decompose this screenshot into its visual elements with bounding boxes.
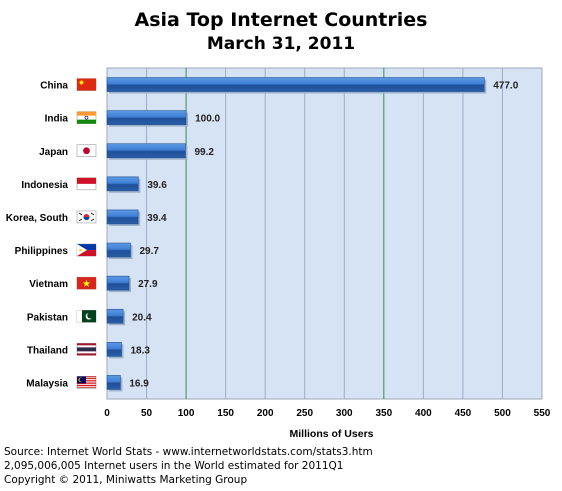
bar-value-label: 477.0 <box>493 81 518 92</box>
x-tick-label: 450 <box>455 408 472 419</box>
country-flag-icon <box>76 210 97 224</box>
bar-value-label: 39.6 <box>147 180 167 191</box>
bar-value-label: 100.0 <box>195 114 220 125</box>
category-label: India <box>45 114 69 125</box>
x-tick-label: 0 <box>104 408 110 419</box>
bar-china <box>106 77 485 92</box>
category-label: Korea, South <box>6 213 68 224</box>
category-label: Pakistan <box>27 312 68 323</box>
copyright-note: Copyright © 2011, Miniwatts Marketing Gr… <box>4 474 248 486</box>
x-tick-label: 300 <box>336 408 353 419</box>
bar-philippines <box>106 242 131 258</box>
bar-value-label: 39.4 <box>147 213 167 224</box>
bar-vietnam <box>106 275 130 291</box>
chart-subtitle: March 31, 2011 <box>206 34 356 54</box>
category-label: Malaysia <box>26 378 68 389</box>
bar-pakistan <box>106 308 124 324</box>
x-tick-label: 200 <box>257 408 274 419</box>
users-note: 2,095,006,005 Internet users in the Worl… <box>4 460 344 472</box>
category-label: Thailand <box>27 345 68 356</box>
bar-value-label: 18.3 <box>130 345 150 356</box>
x-tick-label: 100 <box>178 408 195 419</box>
chart-title: Asia Top Internet Countries <box>134 9 428 31</box>
country-flag-icon <box>76 343 97 356</box>
x-tick-label: 50 <box>141 408 153 419</box>
country-flag-icon <box>76 111 97 124</box>
category-label: Philippines <box>15 246 69 257</box>
bar-value-label: 20.4 <box>132 312 152 323</box>
source-note: Source: Internet World Stats - www.inter… <box>4 446 373 458</box>
country-flag-icon <box>76 144 97 157</box>
bar-korea-south <box>106 209 139 225</box>
category-label: Japan <box>39 147 68 158</box>
bar-value-label: 27.9 <box>138 279 158 290</box>
x-tick-label: 350 <box>375 408 392 419</box>
x-tick-label: 500 <box>494 408 511 419</box>
country-flag-icon <box>76 243 97 257</box>
bar-value-label: 99.2 <box>194 147 214 158</box>
bar-value-label: 29.7 <box>139 246 159 257</box>
bar-japan <box>106 143 186 159</box>
bar-thailand <box>106 342 122 357</box>
category-label: Indonesia <box>21 180 68 191</box>
country-flag-icon <box>76 376 97 389</box>
category-label: China <box>40 81 68 92</box>
x-axis-title: Millions of Users <box>289 428 373 440</box>
country-flag-icon <box>76 276 97 290</box>
x-tick-label: 150 <box>217 408 234 419</box>
x-tick-label: 400 <box>415 408 432 419</box>
bar-value-label: 16.9 <box>129 378 149 389</box>
bar-india <box>106 110 187 125</box>
category-label: Vietnam <box>29 279 68 290</box>
country-flag-icon <box>76 177 97 191</box>
bar-chart: 0 50 100 150 200 250 300 350 400 450 500 550 Million… <box>6 67 551 440</box>
x-tick-label: 250 <box>296 408 313 419</box>
country-flag-icon <box>76 78 97 91</box>
bar-malaysia <box>106 375 121 390</box>
country-flag-icon <box>76 310 97 323</box>
x-tick-label: 550 <box>534 408 551 419</box>
bar-indonesia <box>106 176 139 192</box>
